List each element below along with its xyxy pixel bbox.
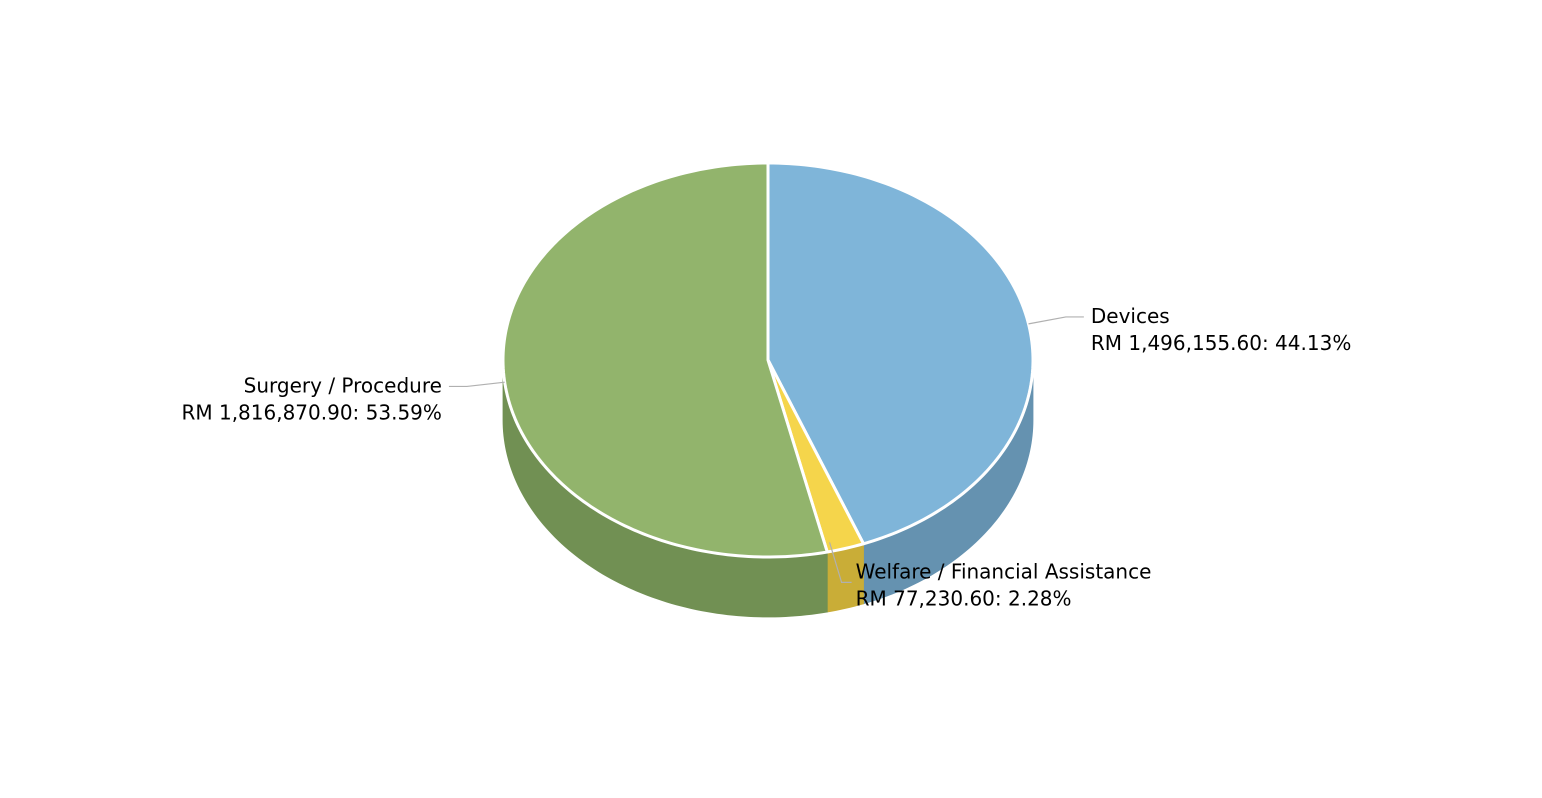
- leader-lines: [448, 316, 1084, 583]
- pie-slice-devices[interactable]: [766, 161, 1035, 546]
- pie-slice-welfare-financial-assistance[interactable]: [766, 358, 866, 554]
- slice-label-name-welfare-financial-assistance: Welfare / Financial Assistance: [856, 559, 1152, 583]
- slice-label-value-welfare-financial-assistance: RM 77,230.60: 2.28%: [856, 586, 1072, 610]
- slice-label-value-devices: RM 1,496,155.60: 44.13%: [1091, 331, 1351, 355]
- slice-label-value-surgery-procedure: RM 1,816,870.90: 53.59%: [181, 400, 441, 424]
- slice-label-name-surgery-procedure: Surgery / Procedure: [244, 373, 442, 397]
- leader-line-welfare-financial-assistance: [829, 542, 852, 583]
- slice-labels: Devices RM 1,496,155.60: 44.13% Welfare / …: [181, 304, 1351, 610]
- pie-top-faces: [501, 161, 1035, 559]
- pie-slice-surgery-procedure[interactable]: [501, 161, 829, 559]
- slice-label-name-devices: Devices: [1091, 304, 1170, 328]
- leader-line-surgery-procedure: [448, 381, 505, 388]
- leader-line-devices: [1028, 316, 1084, 325]
